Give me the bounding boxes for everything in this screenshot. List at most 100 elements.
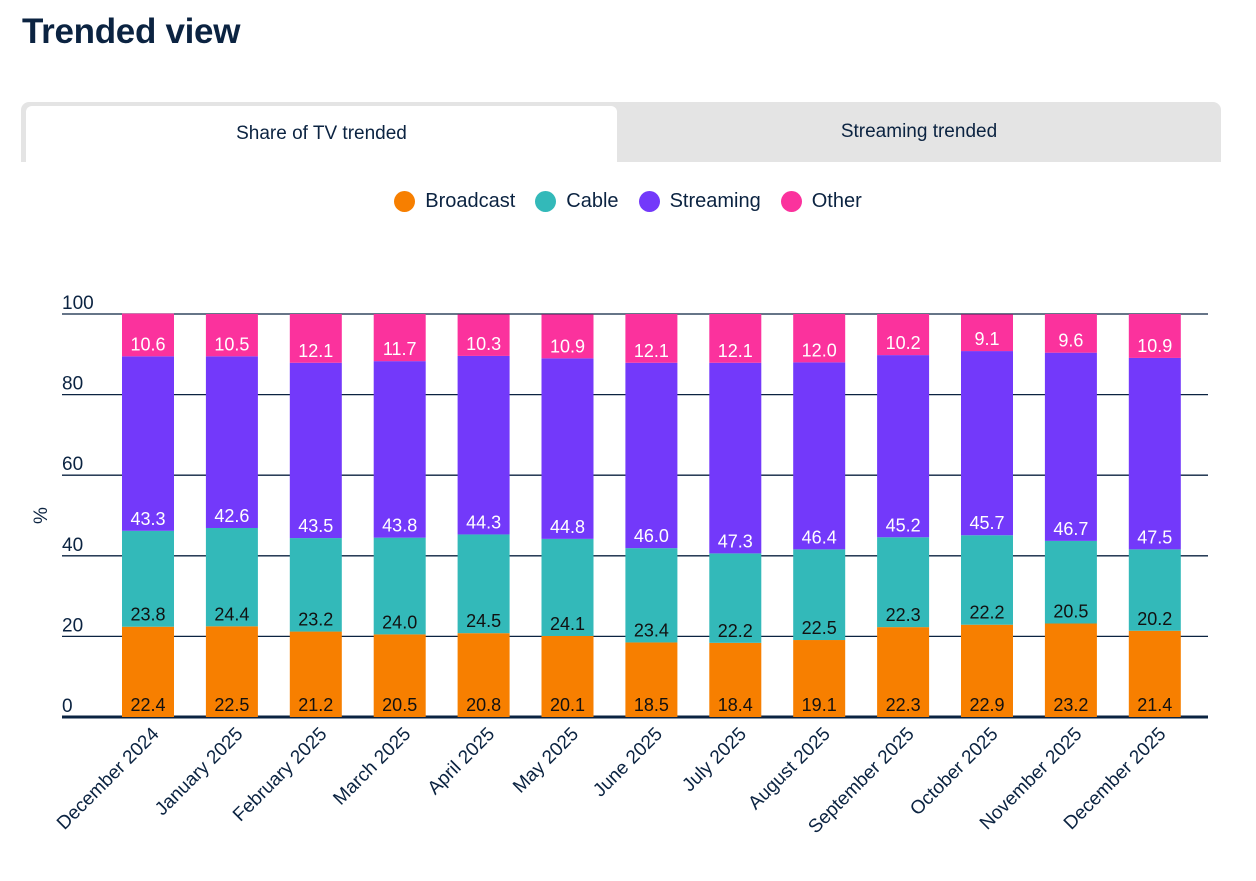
bar-segment-cable[interactable] xyxy=(961,535,1013,625)
bar-segment-cable[interactable] xyxy=(541,538,594,636)
legend-dot-other-icon xyxy=(780,191,802,212)
bar-segment-other[interactable] xyxy=(457,314,510,356)
x-tick-label: August 2025 xyxy=(744,724,834,814)
bar-segment-streaming[interactable] xyxy=(289,362,342,539)
x-tick-label: July 2025 xyxy=(678,724,750,796)
bar-segment-cable[interactable] xyxy=(1044,540,1097,624)
bar-segment-cable[interactable] xyxy=(709,553,762,643)
bar-segment-other[interactable] xyxy=(1128,314,1181,358)
bar-segment-streaming[interactable] xyxy=(625,362,678,549)
legend-item-broadcast[interactable]: Broadcast xyxy=(394,190,515,213)
legend-label: Broadcast xyxy=(425,190,516,212)
bar-segment-streaming[interactable] xyxy=(877,355,930,538)
bar-segment-cable[interactable] xyxy=(625,548,678,643)
data-label-cable: 24.0 xyxy=(382,612,417,632)
bar-segment-cable[interactable] xyxy=(457,534,510,634)
bar-segment-other[interactable] xyxy=(289,314,342,363)
legend-item-cable[interactable]: Cable xyxy=(535,190,619,213)
bar-segment-streaming[interactable] xyxy=(709,362,762,554)
bar-segment-other[interactable] xyxy=(709,314,762,363)
data-label-other: 9.6 xyxy=(1058,331,1083,351)
data-label-streaming: 44.8 xyxy=(550,517,585,537)
data-label-cable: 22.5 xyxy=(802,618,837,638)
bar-segment-other[interactable] xyxy=(1044,314,1097,353)
bar-segment-broadcast[interactable] xyxy=(1128,630,1181,717)
bar-segment-broadcast[interactable] xyxy=(1044,623,1097,717)
bar-segment-broadcast[interactable] xyxy=(625,642,678,717)
tab-streaming-trended[interactable]: Streaming trended xyxy=(840,121,998,142)
legend-dot-broadcast-icon xyxy=(394,191,416,212)
data-label-cable: 22.3 xyxy=(886,605,921,625)
bar-segment-other[interactable] xyxy=(541,314,594,359)
bar-segment-streaming[interactable] xyxy=(793,362,846,550)
data-label-cable: 23.2 xyxy=(298,610,333,630)
bar-segment-streaming[interactable] xyxy=(373,361,426,538)
legend-dot-cable-icon xyxy=(535,191,557,212)
legend-label: Other xyxy=(811,190,862,212)
bar-segment-streaming[interactable] xyxy=(1044,352,1097,541)
bar-segment-broadcast[interactable] xyxy=(122,626,174,717)
x-tick-label: March 2025 xyxy=(329,724,415,810)
bar-segment-broadcast[interactable] xyxy=(541,635,594,717)
data-label-streaming: 46.0 xyxy=(634,526,669,546)
tab-share-of-tv-trended[interactable]: Share of TV trended xyxy=(26,106,617,162)
bar-segment-broadcast[interactable] xyxy=(961,624,1013,717)
bar-segment-other[interactable] xyxy=(373,314,426,362)
y-tick-label: 0 xyxy=(62,696,73,717)
y-tick-label: 60 xyxy=(62,454,83,475)
data-label-streaming: 46.4 xyxy=(802,527,837,547)
data-label-other: 12.0 xyxy=(802,340,837,360)
data-label-broadcast: 21.2 xyxy=(298,695,333,715)
bar-segment-other[interactable] xyxy=(122,313,174,357)
data-label-broadcast: 22.4 xyxy=(130,695,165,715)
bar-segment-streaming[interactable] xyxy=(541,358,594,539)
bar-segment-cable[interactable] xyxy=(1128,549,1181,631)
data-label-broadcast: 20.5 xyxy=(382,695,417,715)
bar-segment-other[interactable] xyxy=(793,314,846,363)
bar-segment-cable[interactable] xyxy=(877,537,930,628)
data-label-broadcast: 18.5 xyxy=(634,695,669,715)
bar-segment-other[interactable] xyxy=(625,314,678,363)
chart-legend: Broadcast Cable Streaming Other xyxy=(0,190,1256,213)
x-tick-label: January 2025 xyxy=(151,724,247,820)
data-label-cable: 24.1 xyxy=(550,614,585,634)
bar-segment-streaming[interactable] xyxy=(457,355,510,535)
data-label-streaming: 47.5 xyxy=(1137,527,1172,547)
legend-dot-streaming-icon xyxy=(638,191,660,212)
bar-segment-cable[interactable] xyxy=(289,538,342,632)
x-tick-label: May 2025 xyxy=(509,724,583,798)
data-label-streaming: 43.8 xyxy=(382,516,417,536)
bar-segment-broadcast[interactable] xyxy=(877,627,930,717)
data-label-cable: 23.4 xyxy=(634,620,669,640)
legend-label: Cable xyxy=(566,190,619,212)
data-label-cable: 20.2 xyxy=(1137,609,1172,629)
bar-segment-streaming[interactable] xyxy=(205,356,258,528)
data-label-streaming: 44.3 xyxy=(466,512,501,532)
bar-segment-other[interactable] xyxy=(205,314,258,357)
bar-segment-cable[interactable] xyxy=(205,527,258,627)
bar-segment-broadcast[interactable] xyxy=(793,640,846,717)
data-label-broadcast: 23.2 xyxy=(1053,695,1088,715)
bar-segment-streaming[interactable] xyxy=(122,356,174,531)
x-tick-label: June 2025 xyxy=(589,724,667,802)
y-tick-label: 40 xyxy=(62,535,83,556)
bar-segment-broadcast[interactable] xyxy=(457,633,510,717)
bar-segment-cable[interactable] xyxy=(122,530,174,627)
bar-segment-cable[interactable] xyxy=(373,537,426,635)
legend-item-streaming[interactable]: Streaming xyxy=(638,190,761,213)
bar-segment-other[interactable] xyxy=(877,314,930,356)
bar-segment-broadcast[interactable] xyxy=(289,631,342,717)
bar-segment-broadcast[interactable] xyxy=(709,642,762,717)
bar-segment-streaming[interactable] xyxy=(961,351,1013,536)
data-label-streaming: 42.6 xyxy=(214,506,249,526)
legend-item-other[interactable]: Other xyxy=(780,190,862,213)
data-label-broadcast: 20.1 xyxy=(550,695,585,715)
bar-segment-broadcast[interactable] xyxy=(205,626,258,717)
data-label-streaming: 43.3 xyxy=(130,509,165,529)
bar-segment-streaming[interactable] xyxy=(1128,357,1181,550)
data-label-other: 10.5 xyxy=(214,334,249,354)
bar-segment-other[interactable] xyxy=(961,314,1013,352)
x-tick-label: April 2025 xyxy=(424,724,499,799)
bar-segment-broadcast[interactable] xyxy=(373,634,426,717)
bar-segment-cable[interactable] xyxy=(793,549,846,641)
